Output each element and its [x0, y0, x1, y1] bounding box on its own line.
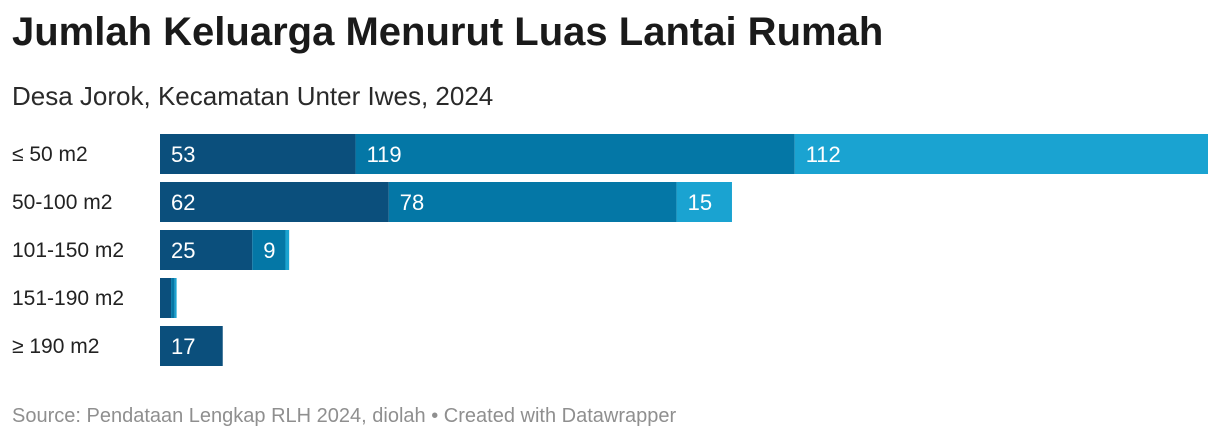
bar-segment-1 [160, 326, 223, 366]
bar-segment-3 [676, 182, 732, 222]
category-label: 151-190 m2 [12, 287, 124, 310]
category-label: ≥ 190 m2 [12, 335, 99, 358]
stacked-bar-chart: ≤ 50 m2 53 119 112 50-100 m2 62 78 15 101-150 m2… [12, 134, 1208, 366]
source-note: Source: Pendataan Lengkap RLH 2024, diol… [12, 405, 426, 427]
bar-segment-3 [285, 230, 290, 270]
category-label: ≤ 50 m2 [12, 143, 88, 166]
category-label: 50-100 m2 [12, 191, 112, 214]
bar-segment-1 [160, 230, 253, 270]
bar-segment-1 [160, 182, 389, 222]
bar-value-label: 9 [263, 238, 275, 263]
bar-segment-2 [171, 278, 175, 318]
bar-segment-2 [252, 230, 286, 270]
category-label: 101-150 m2 [12, 239, 124, 262]
footer-separator: • [431, 405, 439, 427]
bar-segment-2 [355, 134, 795, 174]
bar-value-label: 15 [688, 190, 712, 215]
bar-value-label: 78 [400, 190, 424, 215]
bar-value-label: 53 [171, 142, 195, 167]
bar-segment-3 [794, 134, 1208, 174]
credit-link[interactable]: Created with Datawrapper [443, 405, 677, 427]
bar-value-label: 112 [806, 142, 841, 167]
bar-value-label: 62 [171, 190, 195, 215]
chart-subtitle: Desa Jorok, Kecamatan Unter Iwes, 2024 [12, 81, 494, 111]
bar-segment-1 [160, 278, 172, 318]
chart-title: Jumlah Keluarga Menurut Luas Lantai Ruma… [12, 10, 884, 54]
bar-segment-3 [174, 278, 177, 318]
chart-footer: Source: Pendataan Lengkap RLH 2024, diol… [12, 405, 676, 428]
bar-value-label: 17 [171, 334, 195, 359]
bar-segment-1 [160, 134, 356, 174]
bar-value-label: 25 [171, 238, 195, 263]
bar-value-label: 119 [367, 142, 402, 167]
bar-segment-2 [388, 182, 677, 222]
